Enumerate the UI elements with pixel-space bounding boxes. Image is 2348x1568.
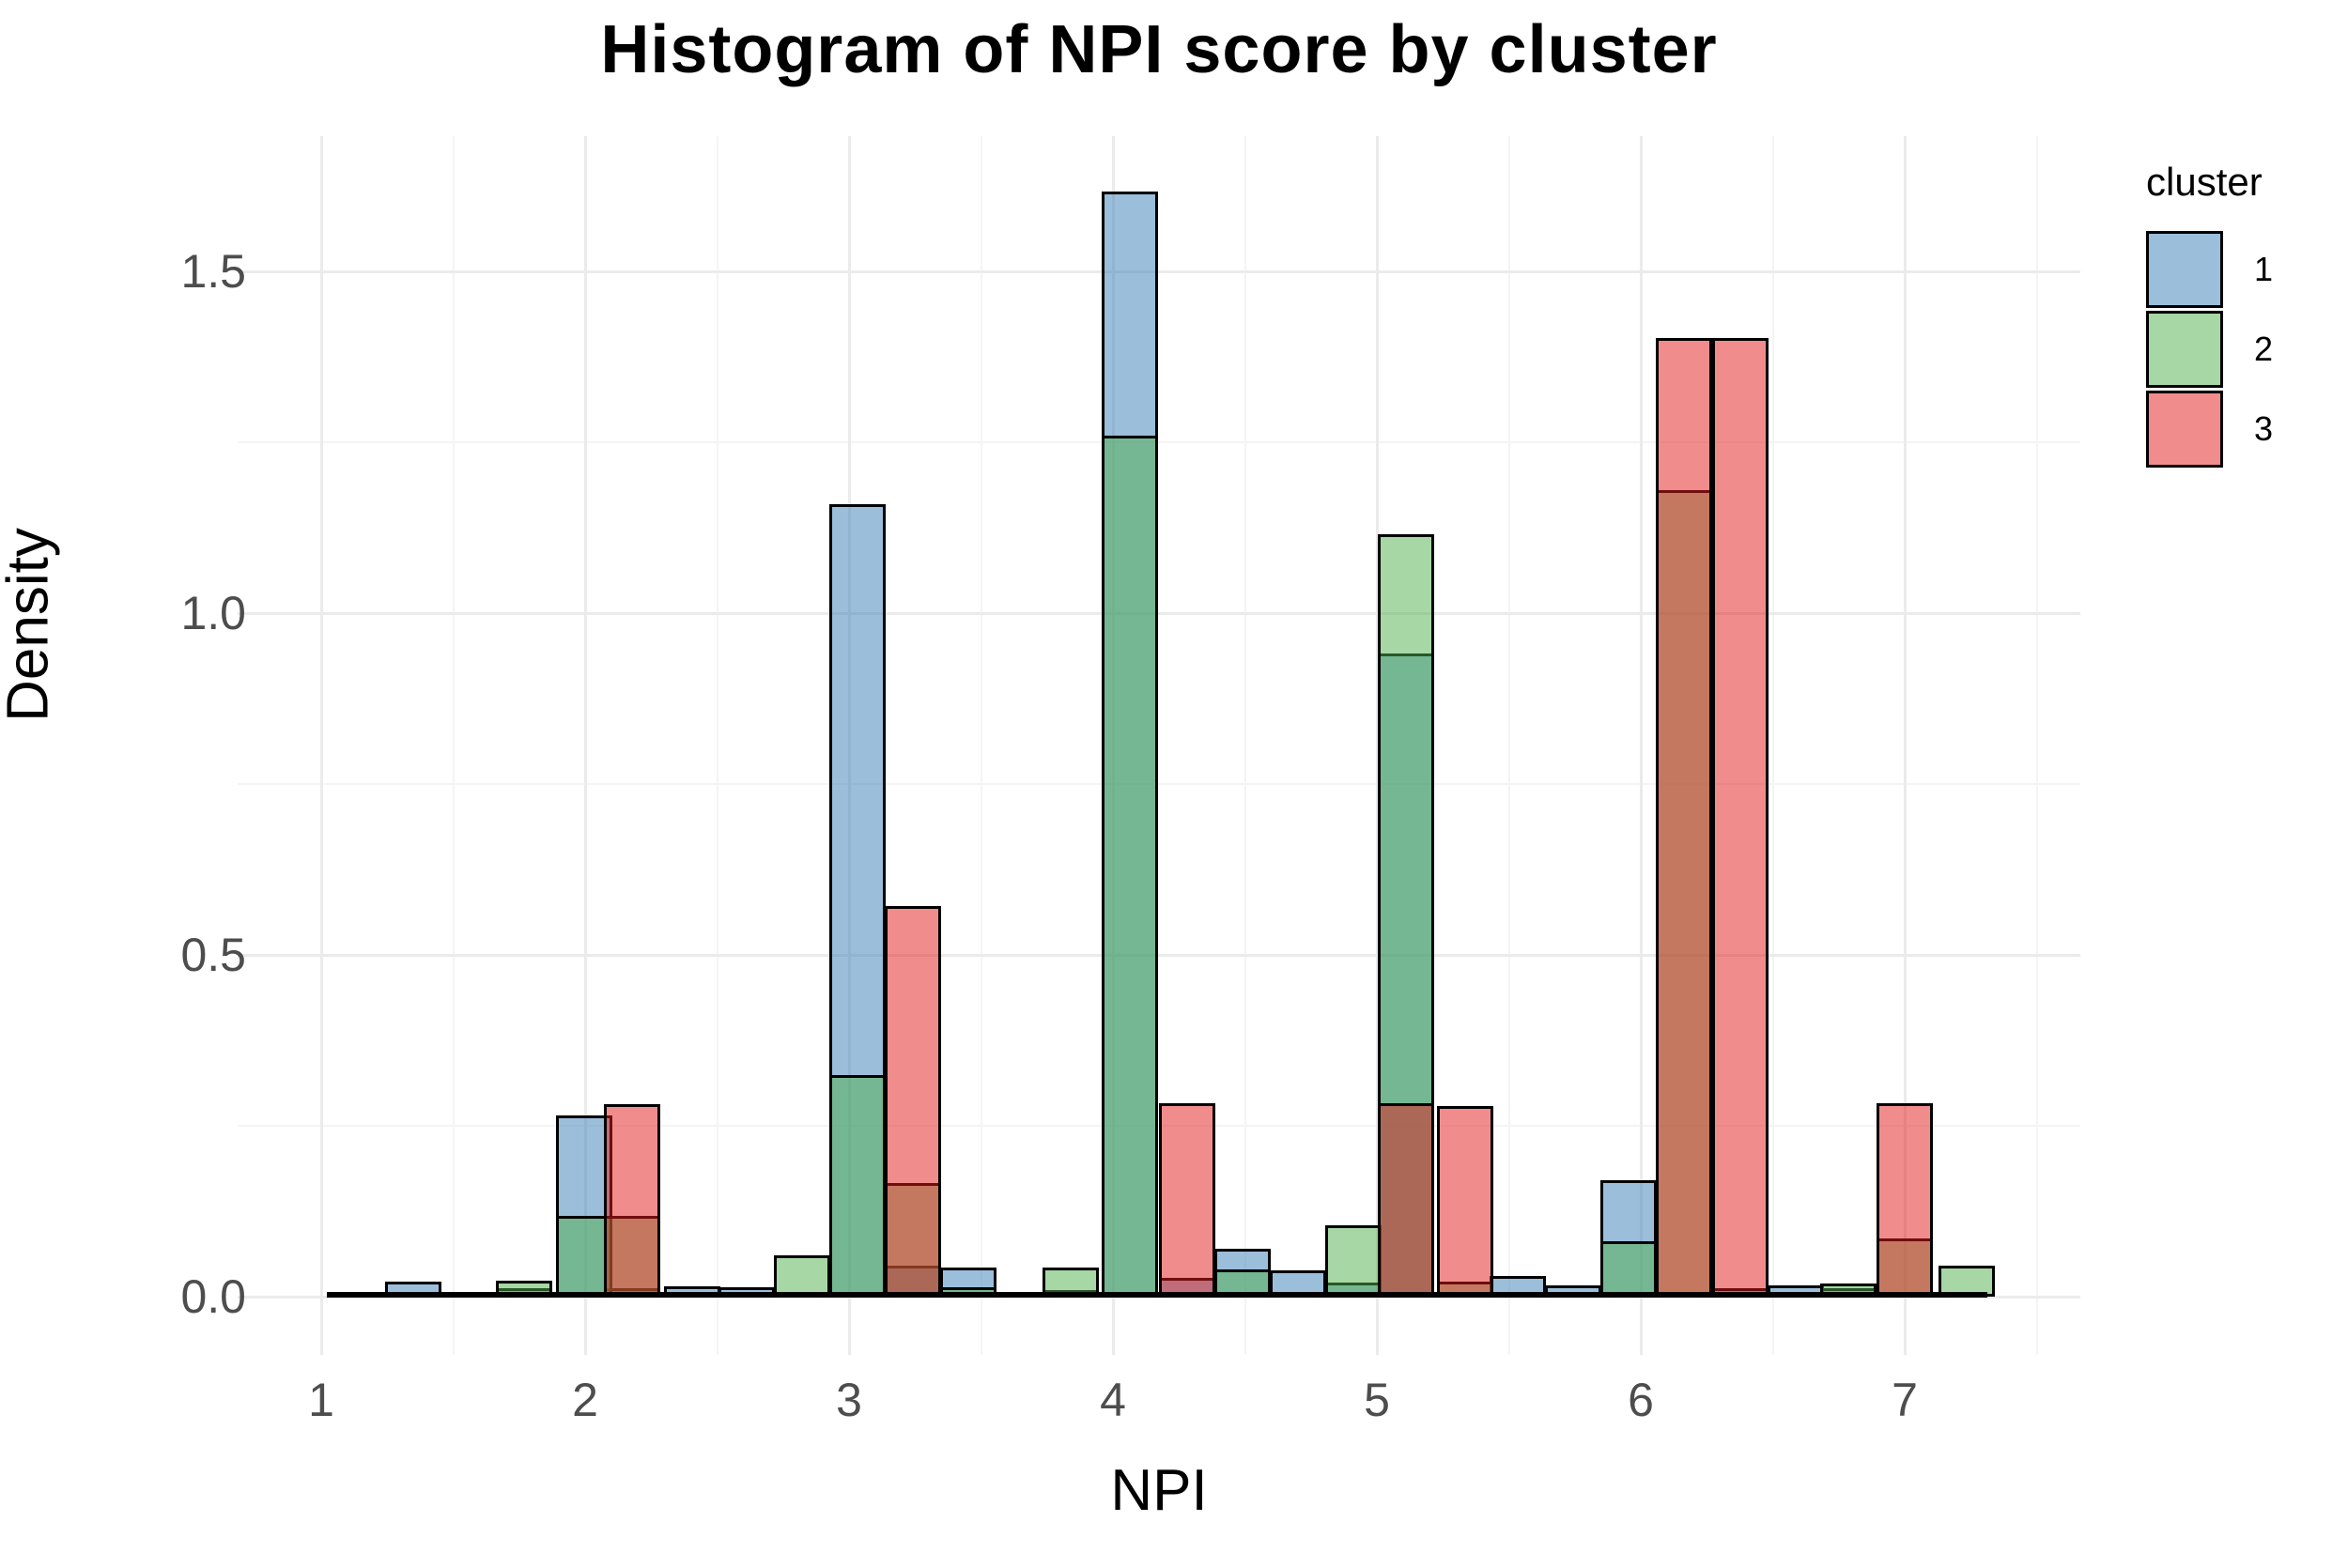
x-axis-title: NPI [1110, 1458, 1208, 1523]
legend-title: cluster [2146, 160, 2263, 204]
gridline-vertical [716, 136, 718, 1355]
histogram-bar-cluster-2 [1324, 1225, 1382, 1297]
gridline-vertical [1639, 136, 1643, 1355]
x-tick-label: 6 [1628, 1374, 1654, 1426]
histogram-bar-cluster-3 [1711, 338, 1769, 1297]
legend-entry: 2 [2146, 311, 2273, 391]
gridline-vertical [2035, 136, 2038, 1355]
gridline-horizontal [238, 953, 2080, 957]
histogram-bar-cluster-3 [1656, 338, 1713, 1297]
legend: cluster 1 2 3 [2146, 160, 2273, 470]
histogram-bar-cluster-3 [884, 906, 941, 1297]
y-axis-title: Density [0, 528, 61, 722]
x-tick-label: 3 [836, 1374, 862, 1426]
legend-entry: 1 [2146, 231, 2273, 311]
legend-key-swatch [2146, 231, 2223, 308]
gridline-vertical [583, 136, 587, 1355]
gridline-horizontal [238, 611, 2080, 615]
legend-entry: 3 [2146, 391, 2273, 470]
gridline-vertical [1771, 136, 1774, 1355]
y-tick-label: 0.0 [180, 1270, 246, 1323]
y-tick-label: 0.5 [180, 929, 246, 981]
legend-entry-label: 1 [2254, 250, 2274, 288]
x-tick-label: 1 [308, 1374, 334, 1426]
y-tick-label: 1.5 [180, 245, 246, 298]
histogram-bar-cluster-2 [773, 1255, 830, 1297]
legend-entry-label: 2 [2254, 330, 2274, 368]
legend-entry-label: 3 [2254, 409, 2274, 448]
gridline-horizontal [238, 441, 2080, 443]
histogram-bar-cluster-2 [1101, 435, 1158, 1297]
histogram-bar-cluster-2 [1600, 1241, 1657, 1297]
chart-title: Histogram of NPI score by cluster [600, 12, 1718, 87]
histogram-bar-cluster-2 [828, 1075, 886, 1297]
histogram-bar-cluster-3 [1876, 1102, 1933, 1297]
histogram-bar-cluster-3 [1437, 1105, 1494, 1297]
x-tick-label: 7 [1892, 1374, 1918, 1426]
gridline-vertical [319, 136, 323, 1355]
x-tick-label: 5 [1364, 1374, 1390, 1426]
gridline-vertical [1507, 136, 1510, 1355]
gridline-horizontal [238, 783, 2080, 785]
zero-baseline [327, 1292, 1987, 1298]
gridline-vertical [1903, 136, 1907, 1355]
y-tick-label: 1.0 [180, 587, 246, 639]
gridline-vertical [1375, 136, 1379, 1355]
gridline-vertical [452, 136, 455, 1355]
legend-key-swatch [2146, 391, 2223, 468]
gridline-vertical [980, 136, 982, 1355]
gridline-vertical [1244, 136, 1246, 1355]
histogram-bar-cluster-2 [1042, 1267, 1099, 1297]
histogram-bar-cluster-2 [1938, 1266, 1995, 1297]
histogram-bar-cluster-3 [603, 1104, 660, 1297]
legend-key-swatch [2146, 311, 2223, 388]
histogram-bar-cluster-3 [1158, 1102, 1215, 1297]
gridline-horizontal [238, 269, 2080, 273]
histogram-bar-cluster-3 [1378, 1102, 1435, 1297]
legend-entries: 1 2 3 [2146, 231, 2273, 470]
x-tick-label: 2 [572, 1374, 598, 1426]
x-tick-label: 4 [1100, 1374, 1126, 1426]
